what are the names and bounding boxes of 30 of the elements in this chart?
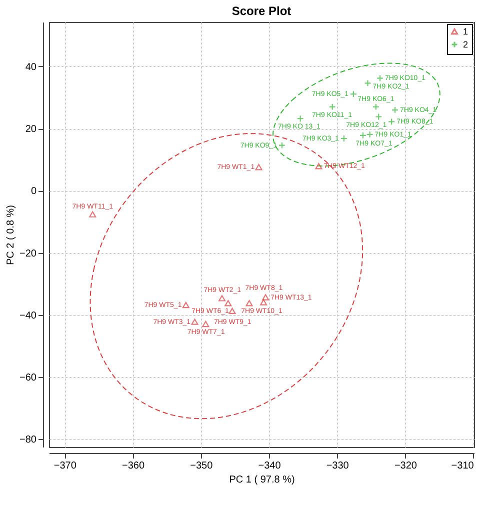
point [224, 300, 232, 306]
y-tick-label: −60 [20, 372, 37, 384]
point [228, 308, 236, 314]
x-tick-label: −330 [326, 460, 350, 472]
y-tick-label: 20 [25, 124, 37, 136]
y-axis-title: PC 2 ( 0.8 %) [6, 204, 17, 266]
y-tick-label: −40 [20, 310, 37, 322]
x-tick-label: −370 [54, 460, 77, 472]
point [218, 295, 226, 302]
y-tick-label: −20 [20, 248, 37, 260]
legend-label: 2 [463, 40, 468, 50]
y-tick-label: 40 [25, 62, 37, 73]
point [260, 299, 268, 306]
point [246, 300, 253, 306]
x-axis-title: PC 1 ( 97.8 %) [229, 474, 295, 486]
x-tick-label: −310 [451, 460, 474, 472]
point [262, 294, 270, 300]
chart-title: Score Plot [232, 4, 292, 18]
point [182, 302, 190, 308]
point [202, 320, 210, 328]
point [255, 164, 262, 170]
x-tick-label: −350 [190, 460, 214, 472]
point [89, 211, 96, 218]
legend-label: 1 [463, 26, 468, 36]
point [191, 318, 198, 325]
x-tick-label: −360 [122, 460, 145, 472]
y-tick-label: −80 [20, 434, 37, 446]
x-tick-label: −320 [394, 460, 418, 472]
y-tick-label: 0 [30, 186, 37, 198]
x-tick-label: −340 [258, 460, 282, 472]
